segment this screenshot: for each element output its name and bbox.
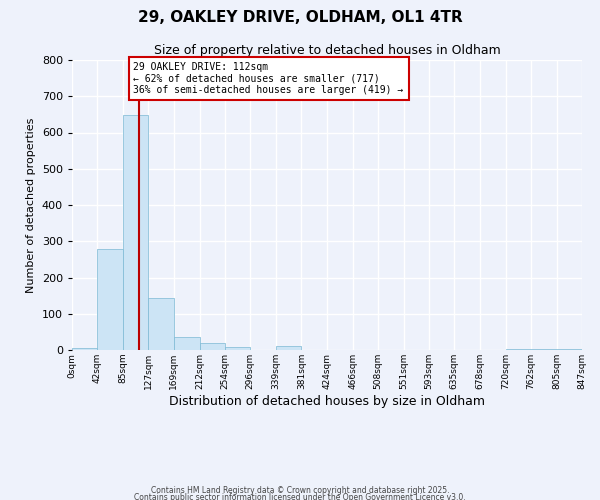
- Bar: [148, 298, 174, 350]
- Title: Size of property relative to detached houses in Oldham: Size of property relative to detached ho…: [154, 44, 500, 58]
- X-axis label: Distribution of detached houses by size in Oldham: Distribution of detached houses by size …: [169, 394, 485, 407]
- Y-axis label: Number of detached properties: Number of detached properties: [26, 118, 36, 292]
- Text: 29 OAKLEY DRIVE: 112sqm
← 62% of detached houses are smaller (717)
36% of semi-d: 29 OAKLEY DRIVE: 112sqm ← 62% of detache…: [133, 62, 404, 95]
- Bar: [174, 336, 200, 350]
- Bar: [123, 115, 148, 350]
- Bar: [200, 343, 225, 350]
- Text: Contains public sector information licensed under the Open Government Licence v3: Contains public sector information licen…: [134, 494, 466, 500]
- Bar: [97, 249, 123, 350]
- Bar: [72, 348, 97, 350]
- Text: 29, OAKLEY DRIVE, OLDHAM, OL1 4TR: 29, OAKLEY DRIVE, OLDHAM, OL1 4TR: [137, 10, 463, 25]
- Text: Contains HM Land Registry data © Crown copyright and database right 2025.: Contains HM Land Registry data © Crown c…: [151, 486, 449, 495]
- Bar: [225, 347, 250, 350]
- Bar: [276, 346, 301, 350]
